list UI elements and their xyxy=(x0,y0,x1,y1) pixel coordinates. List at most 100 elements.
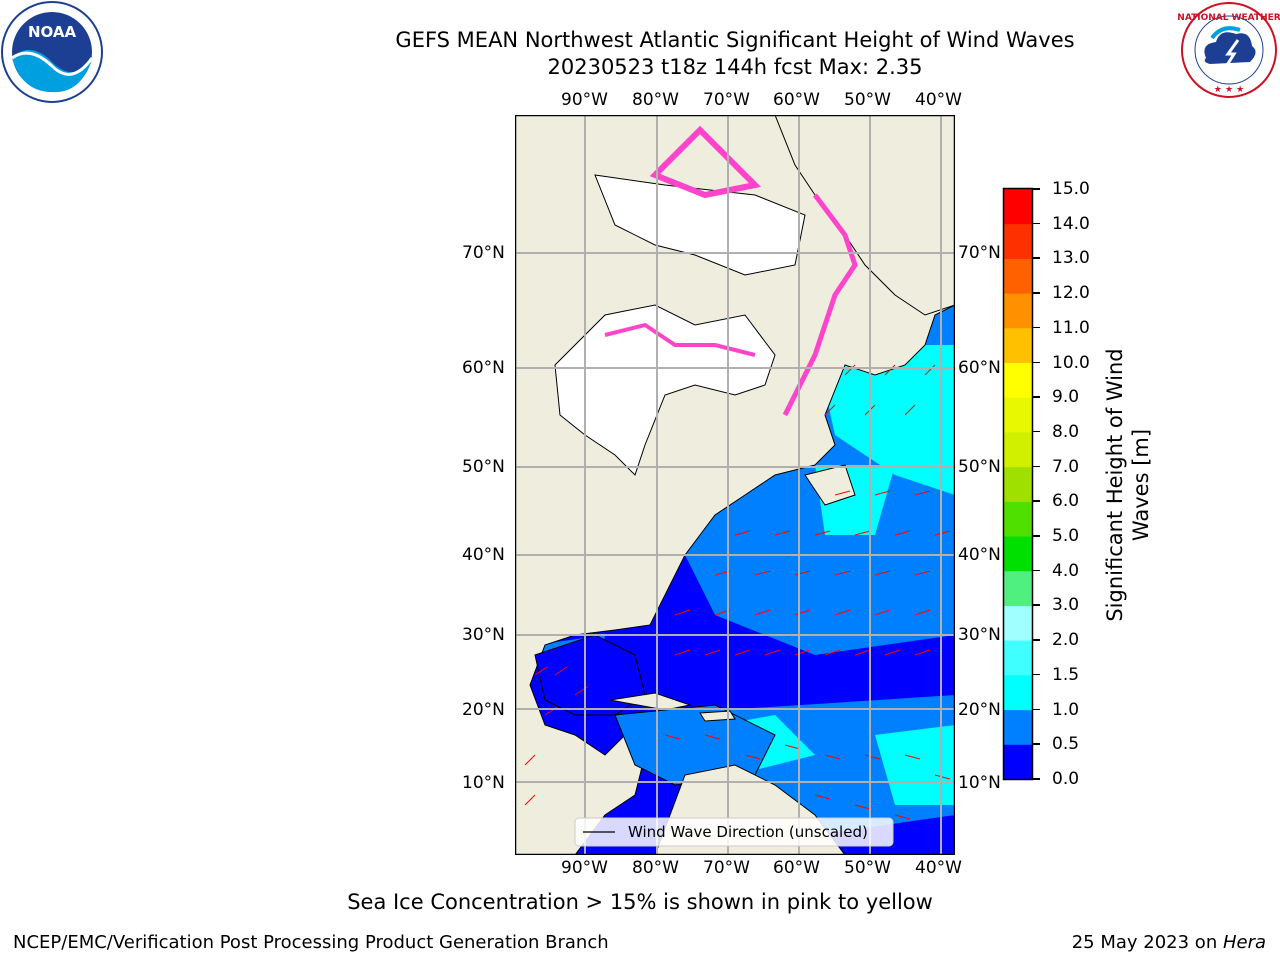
map-legend-box xyxy=(574,817,894,847)
colorbar-tick-label: 4.0 xyxy=(1052,560,1080,581)
lat-label: 30°N xyxy=(958,625,1001,645)
wave-region-high xyxy=(875,725,955,805)
lat-label: 40°N xyxy=(958,545,1001,565)
chart-title: GEFS MEAN Northwest Atlantic Significant… xyxy=(395,28,1075,52)
colorbar-tick-label: 14.0 xyxy=(1052,213,1090,234)
colorbar-segment xyxy=(1004,709,1032,745)
colorbar-segment xyxy=(1004,223,1032,259)
colorbar-segment xyxy=(1004,605,1032,641)
colorbar-tick-label: 6.0 xyxy=(1052,491,1080,512)
colorbar-tick-label: 15.0 xyxy=(1052,179,1090,199)
colorbar-tick-label: 7.0 xyxy=(1052,456,1080,477)
cuba xyxy=(609,692,692,711)
colorbar-segment xyxy=(1004,744,1032,780)
colorbar-tick-label: 11.0 xyxy=(1052,317,1090,338)
lat-label: 20°N xyxy=(958,700,1001,720)
colorbar-tick-label: 13.0 xyxy=(1052,248,1090,269)
lat-label: 40°N xyxy=(462,545,505,565)
colorbar-segment xyxy=(1004,501,1032,537)
lat-label: 10°N xyxy=(462,773,505,793)
lat-label: 50°N xyxy=(958,457,1001,477)
sea-ice-edge xyxy=(649,125,762,199)
lat-label: 50°N xyxy=(462,457,505,477)
nws-logo: NATIONAL WEATHER ★ ★ ★ xyxy=(1178,2,1280,98)
noaa-logo: NOAA xyxy=(1,1,103,103)
svg-text:★ ★ ★: ★ ★ ★ xyxy=(1214,85,1244,95)
colorbar-tick-label: 9.0 xyxy=(1052,387,1080,408)
colorbar xyxy=(1002,187,1034,781)
wind-wave-arrows xyxy=(524,364,951,820)
lon-label: 40°W xyxy=(915,858,962,878)
colorbar-segment xyxy=(1004,189,1032,225)
colorbar-tick-mark xyxy=(1032,430,1040,433)
lon-label: 70°W xyxy=(703,858,750,878)
colorbar-tick-mark xyxy=(1032,326,1040,329)
colorbar-segment xyxy=(1004,570,1032,606)
colorbar-tick-label: 0.0 xyxy=(1052,769,1080,789)
colorbar-tick-mark xyxy=(1032,361,1040,364)
lon-label: 90°W xyxy=(561,90,608,110)
chart-subtitle: 20230523 t18z 144h fcst Max: 2.35 xyxy=(547,55,923,79)
colorbar-tick-label: 3.0 xyxy=(1052,595,1080,616)
colorbar-segment xyxy=(1004,431,1032,468)
colorbar-tick-mark xyxy=(1032,396,1040,398)
colorbar-segment xyxy=(1004,466,1032,502)
legend-label: Wind Wave Direction (unscaled) xyxy=(628,823,868,841)
lon-label: 50°W xyxy=(844,858,891,878)
colorbar-segment xyxy=(1004,640,1032,676)
colorbar-tick-mark xyxy=(1032,465,1040,468)
sea-ice-note: Sea Ice Concentration > 15% is shown in … xyxy=(347,890,933,914)
colorbar-tick-label: 10.0 xyxy=(1052,352,1090,373)
newfoundland xyxy=(804,464,856,506)
lat-label: 10°N xyxy=(958,773,1001,793)
lon-label: 60°W xyxy=(773,858,820,878)
lon-label: 80°W xyxy=(632,90,679,110)
colorbar-tick-mark xyxy=(1032,743,1040,745)
colorbar-tick-mark xyxy=(1032,778,1040,780)
colorbar-tick-mark xyxy=(1032,604,1040,606)
lon-label: 90°W xyxy=(561,858,608,878)
colorbar-tick-mark xyxy=(1032,222,1040,225)
lon-label: 40°W xyxy=(915,90,962,110)
colorbar-segment xyxy=(1004,674,1032,711)
colorbar-tick-label: 12.0 xyxy=(1052,283,1090,304)
lon-label: 60°W xyxy=(773,90,820,110)
lat-label: 60°N xyxy=(958,358,1001,378)
colorbar-frame xyxy=(1002,187,1034,781)
lat-label: 60°N xyxy=(462,358,505,378)
map-gridlines xyxy=(515,115,955,855)
wave-region-high xyxy=(815,345,955,495)
machine-name: Hera xyxy=(1222,932,1266,953)
lat-label: 20°N xyxy=(462,700,505,720)
lon-label: 50°W xyxy=(844,90,891,110)
colorbar-tick-label: 0.5 xyxy=(1052,734,1080,755)
lat-label: 30°N xyxy=(462,625,505,645)
svg-text:NATIONAL WEATHER: NATIONAL WEATHER xyxy=(1178,13,1280,23)
map-panel: Wind Wave Direction (unscaled) xyxy=(515,115,955,855)
colorbar-tick-label: 2.0 xyxy=(1052,630,1080,651)
colorbar-tick-label: 5.0 xyxy=(1052,526,1080,547)
colorbar-tick-mark xyxy=(1032,292,1040,294)
lon-label: 80°W xyxy=(632,858,679,878)
land-greenland xyxy=(774,115,955,316)
colorbar-tick-mark xyxy=(1032,535,1040,537)
colorbar-tick-mark xyxy=(1032,188,1040,190)
noaa-logo-text: NOAA xyxy=(28,23,77,41)
gulf-of-mexico xyxy=(534,634,646,716)
sea-ice-arctic xyxy=(594,174,806,276)
lat-label: 70°N xyxy=(462,243,505,263)
colorbar-tick-mark xyxy=(1032,569,1040,572)
colorbar-tick-label: 8.0 xyxy=(1052,421,1080,442)
colorbar-tick-mark xyxy=(1032,500,1040,502)
colorbar-tick-label: 1.0 xyxy=(1052,699,1080,720)
colorbar-segment xyxy=(1004,327,1032,364)
colorbar-segment xyxy=(1004,293,1032,329)
lat-label: 70°N xyxy=(958,243,1001,263)
sea-ice-edge xyxy=(782,193,858,417)
colorbar-segment xyxy=(1004,258,1032,294)
colorbar-segment xyxy=(1004,362,1032,398)
colorbar-tick-mark xyxy=(1032,708,1040,711)
colorbar-tick-mark xyxy=(1032,673,1040,676)
colorbar-label: Significant Height of Wind Waves [m] xyxy=(1103,348,1153,622)
colorbar-tick-mark xyxy=(1032,257,1040,259)
